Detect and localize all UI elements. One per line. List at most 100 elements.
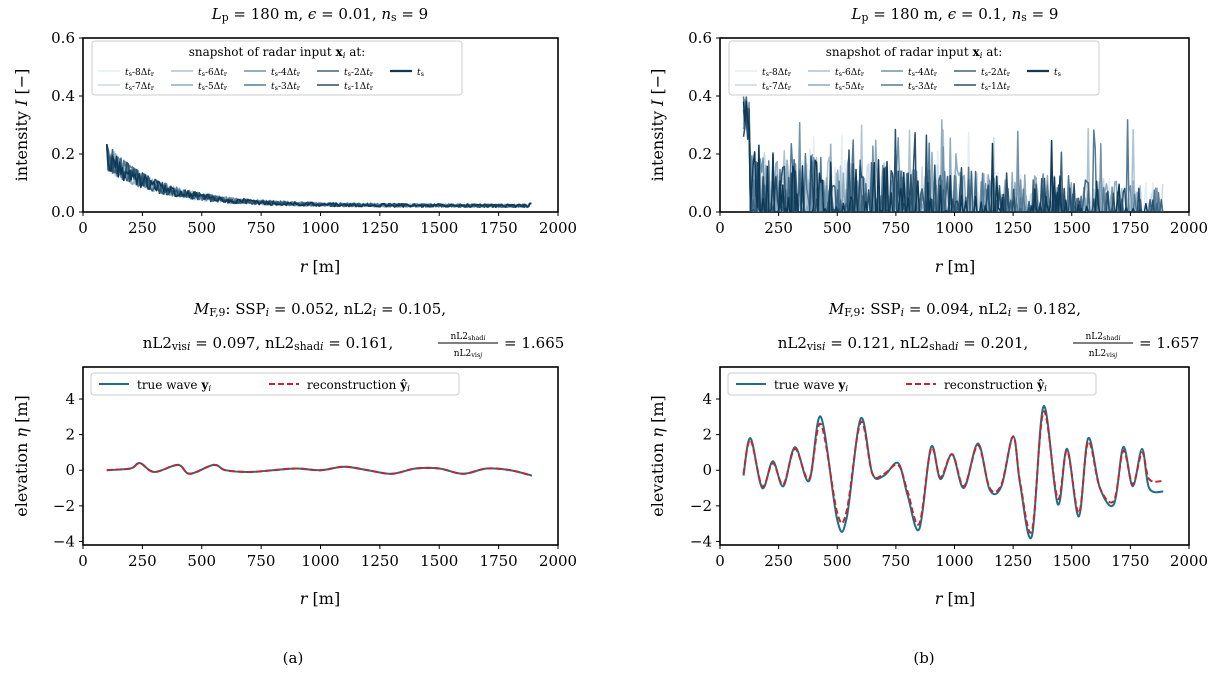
x-tick-label: 750 bbox=[247, 219, 276, 237]
x-tick-label: 250 bbox=[128, 552, 157, 570]
legend-label: ts-6Δtr bbox=[198, 68, 228, 78]
xlabel-top-a: r [m] bbox=[300, 257, 340, 276]
x-tick-label: 1250 bbox=[994, 219, 1032, 237]
x-tick-label: 0 bbox=[715, 219, 725, 237]
series-group bbox=[742, 96, 1164, 212]
legend-label: ts-1Δtr bbox=[981, 82, 1011, 92]
x-tick-label: 250 bbox=[128, 219, 157, 237]
y-tick-label: −4 bbox=[53, 532, 75, 550]
axes-a-top: 0 250 500 750 1000 1250 1500 1750 2000 0.0 0.2 0.4 0… bbox=[51, 29, 577, 237]
x-tick-label: 750 bbox=[247, 552, 276, 570]
xlabel-bottom-b: r [m] bbox=[935, 589, 975, 608]
bottom-title-a-frac-value: = 1.665 bbox=[504, 334, 564, 352]
x-tick-label: 500 bbox=[823, 552, 852, 570]
series-line-t_s-7Δt_r bbox=[106, 146, 532, 208]
x-tick-label: 1000 bbox=[935, 219, 973, 237]
reconstruction-line bbox=[106, 462, 533, 477]
x-tick-label: 250 bbox=[764, 219, 793, 237]
axes-b-bottom: 0 250 500 750 1000 1250 1500 1750 2000 −4 −2 0 2 4 tru… bbox=[690, 366, 1208, 570]
legend-true-wave-label: true wave yi bbox=[137, 378, 211, 394]
series-line-t_s-1Δt_r bbox=[106, 144, 532, 209]
x-tick-label: 0 bbox=[78, 552, 88, 570]
x-tick-label: 1500 bbox=[1053, 219, 1091, 237]
y-tick-label: 4 bbox=[702, 390, 712, 408]
x-tick-label: 500 bbox=[187, 552, 216, 570]
x-tick-label: 1250 bbox=[361, 552, 399, 570]
x-tick-label: 500 bbox=[187, 219, 216, 237]
legend-title: snapshot of radar input xi at: bbox=[826, 45, 1003, 61]
x-tick-label: 2000 bbox=[539, 219, 577, 237]
y-tick-label: 0.4 bbox=[51, 87, 75, 105]
x-tick-label: 0 bbox=[78, 219, 88, 237]
caption-a: (a) bbox=[283, 649, 304, 667]
x-tick-label: 1000 bbox=[301, 552, 339, 570]
axes-b-top: 0 250 500 750 1000 1250 1500 1750 2000 0.0 0.2 0.4 0… bbox=[688, 29, 1208, 237]
legend-true-wave-label: true wave yi bbox=[774, 378, 848, 394]
x-tick-label: 750 bbox=[882, 552, 911, 570]
y-tick-label: −2 bbox=[53, 497, 75, 515]
x-tick-label: 1750 bbox=[1111, 552, 1149, 570]
y-tick-label: 0.6 bbox=[688, 29, 712, 47]
legend-label: ts-5Δtr bbox=[835, 82, 865, 92]
y-tick-label: 4 bbox=[65, 390, 75, 408]
y-tick-label: 0.6 bbox=[51, 29, 75, 47]
ylabel-bottom-b: elevation η [m] bbox=[648, 395, 667, 517]
y-tick-label: 0.4 bbox=[688, 87, 712, 105]
bottom-title-b-line2: nL2visi = 0.121, nL2shadi = 0.201, bbox=[778, 334, 1029, 353]
x-tick-label: 1250 bbox=[994, 552, 1032, 570]
ylabel-bottom-a: elevation η [m] bbox=[12, 395, 31, 517]
legend-label: ts-7Δtr bbox=[762, 82, 792, 92]
x-tick-label: 1750 bbox=[480, 219, 518, 237]
x-tick-label: 1500 bbox=[1053, 552, 1091, 570]
x-tick-label: 1500 bbox=[420, 552, 458, 570]
bottom-title-a-frac-num: nL2shadi bbox=[450, 332, 485, 342]
series-line-t_s-2Δt_r bbox=[106, 144, 532, 209]
series-line-t_s-8Δt_r bbox=[106, 146, 532, 209]
legend-label: ts-1Δtr bbox=[344, 82, 374, 92]
legend-reconstruction-label: reconstruction ŷi bbox=[944, 378, 1047, 394]
x-tick-label: 500 bbox=[823, 219, 852, 237]
x-tick-label: 750 bbox=[882, 219, 911, 237]
legend-label: ts-8Δtr bbox=[762, 68, 792, 78]
y-tick-label: 2 bbox=[702, 426, 712, 444]
top-title-a: Lp = 180 m, ϵ = 0.01, ns = 9 bbox=[211, 5, 428, 24]
legend-label: ts-3Δtr bbox=[271, 82, 301, 92]
bottom-title-a-frac-den: nL2visj bbox=[454, 349, 483, 359]
ylabel-top-a: intensity I [−] bbox=[12, 69, 31, 182]
y-tick-label: 0 bbox=[65, 461, 75, 479]
legend-label: ts-2Δtr bbox=[344, 68, 374, 78]
x-tick-label: 1000 bbox=[935, 552, 973, 570]
y-tick-label: 0.0 bbox=[51, 203, 75, 221]
legend-reconstruction-label: reconstruction ŷi bbox=[307, 378, 410, 394]
x-tick-label: 1500 bbox=[420, 219, 458, 237]
legend-label: ts-8Δtr bbox=[125, 68, 155, 78]
bottom-title-b-frac-value: = 1.657 bbox=[1139, 334, 1199, 352]
reconstruction-line bbox=[742, 410, 1164, 534]
x-tick-label: 2000 bbox=[1170, 219, 1208, 237]
bottom-title-a-line2: nL2visi = 0.097, nL2shadi = 0.161, bbox=[143, 334, 394, 353]
bottom-title-b-frac-den: nL2visj bbox=[1089, 349, 1118, 359]
x-tick-label: 1750 bbox=[480, 552, 518, 570]
legend-label: ts bbox=[1054, 68, 1061, 78]
legend: snapshot of radar input xi at: ts-8Δtr ts-… bbox=[91, 40, 463, 96]
y-tick-label: −2 bbox=[690, 497, 712, 515]
x-tick-label: 0 bbox=[715, 552, 725, 570]
legend-label: ts-6Δtr bbox=[835, 68, 865, 78]
legend-title: snapshot of radar input xi at: bbox=[189, 45, 366, 61]
legend-label: ts-3Δtr bbox=[908, 82, 938, 92]
x-tick-label: 1250 bbox=[361, 219, 399, 237]
series-line-t_s-5Δt_r bbox=[106, 145, 532, 209]
legend: snapshot of radar input xi at: ts-8Δtr ts-… bbox=[728, 40, 1100, 96]
y-tick-label: 2 bbox=[65, 426, 75, 444]
legend-label: ts-2Δtr bbox=[981, 68, 1011, 78]
y-tick-label: −4 bbox=[690, 532, 712, 550]
legend-label: ts-5Δtr bbox=[198, 82, 228, 92]
x-tick-label: 250 bbox=[764, 552, 793, 570]
series-line-t_s bbox=[106, 143, 532, 208]
x-tick-label: 2000 bbox=[539, 552, 577, 570]
ylabel-top-b: intensity I [−] bbox=[648, 69, 667, 182]
series-line-t_s-3Δt_r bbox=[106, 145, 532, 209]
y-tick-label: 0 bbox=[702, 461, 712, 479]
series-line-t_s bbox=[742, 100, 1163, 212]
